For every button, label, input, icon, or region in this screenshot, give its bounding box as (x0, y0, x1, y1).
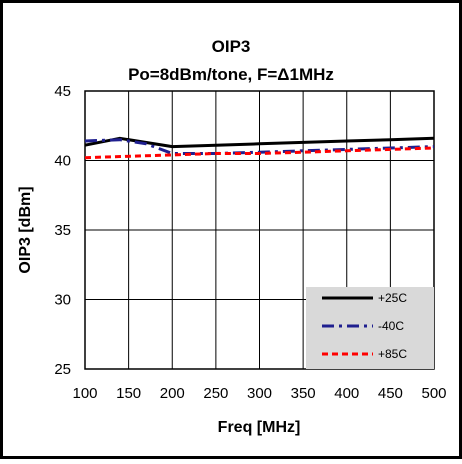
x-tick-label: 400 (334, 385, 359, 402)
x-tick-label: 450 (378, 385, 403, 402)
x-tick-label: 300 (247, 385, 272, 402)
x-tick-label: 250 (203, 385, 228, 402)
series-line-85c (84, 146, 435, 160)
x-tick-label: 100 (72, 385, 97, 402)
x-tick-labels: 100 150 200 250 300 350 400 450 500 (72, 385, 446, 402)
y-tick-labels: 25 30 35 40 45 (54, 83, 71, 378)
legend: +25C -40C +85C (306, 287, 434, 369)
y-tick-label: 35 (54, 222, 71, 239)
legend-label-25c: +25C (378, 291, 407, 305)
y-tick-label: 25 (54, 361, 71, 378)
x-tick-label: 350 (291, 385, 316, 402)
legend-label-m40c: -40C (378, 319, 404, 333)
chart-subtitle: Po=8dBm/tone, F=Δ1MHz (128, 65, 334, 84)
y-tick-label: 40 (54, 153, 71, 170)
x-tick-label: 150 (116, 385, 141, 402)
series-layer (84, 136, 435, 160)
chart-title: OIP3 (212, 37, 251, 56)
x-tick-label: 500 (421, 385, 446, 402)
legend-label-85c: +85C (378, 347, 407, 361)
y-axis-label: OIP3 [dBm] (17, 186, 34, 273)
y-tick-label: 45 (54, 83, 71, 100)
x-tick-label: 200 (160, 385, 185, 402)
y-tick-label: 30 (54, 292, 71, 309)
x-axis-label: Freq [MHz] (218, 419, 301, 436)
